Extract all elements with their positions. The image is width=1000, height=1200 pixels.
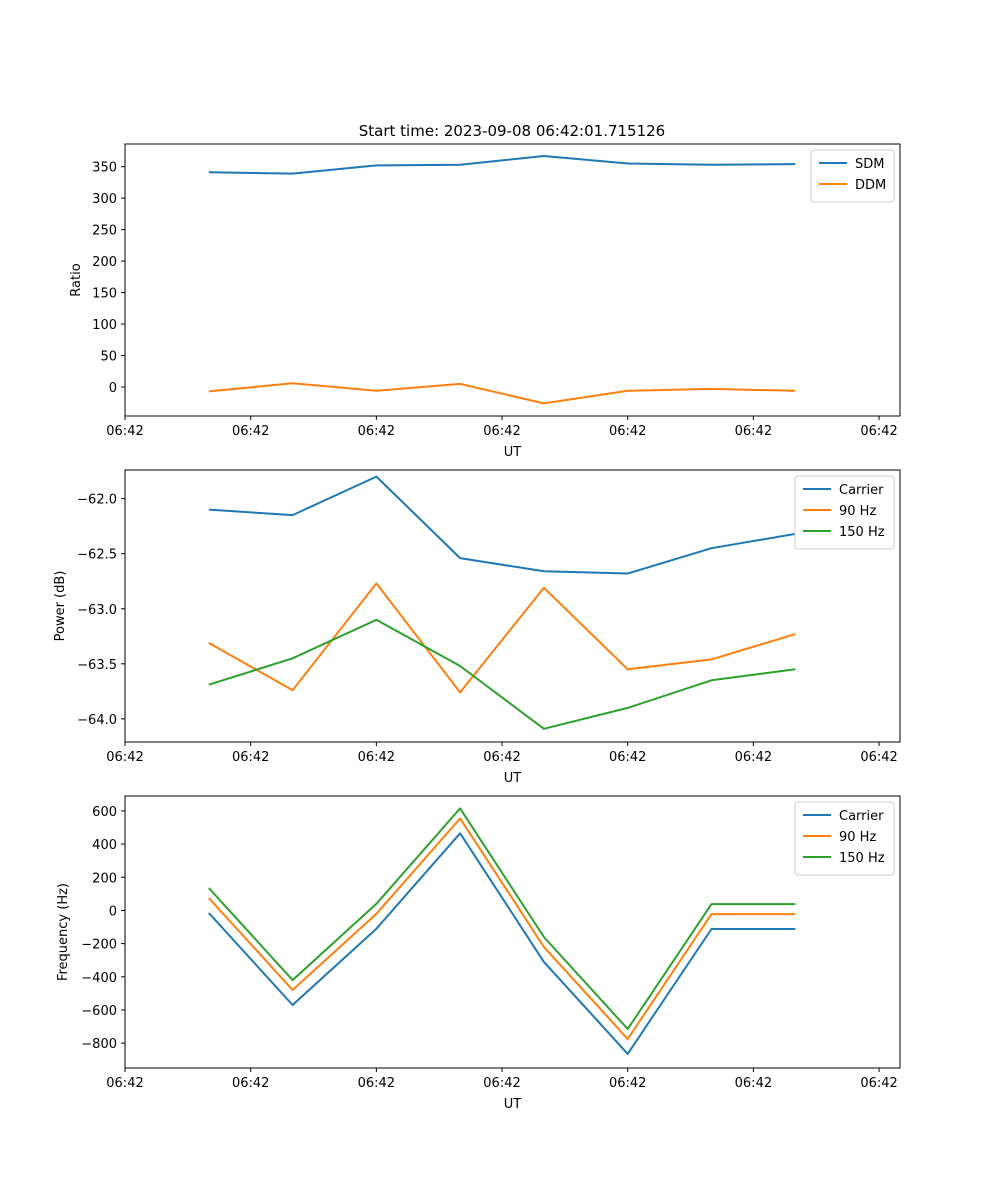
y-tick-label: 150: [92, 287, 117, 302]
x-tick-label: 06:42: [358, 1076, 395, 1091]
y-tick-label: 50: [100, 350, 117, 365]
x-tick-label: 06:42: [735, 1076, 772, 1091]
series-line-carrier: [208, 832, 796, 1055]
series-line-ddm: [208, 382, 796, 405]
axes-frame: [124, 795, 901, 1069]
y-tick-label: 200: [92, 255, 117, 270]
series-line-150-hz: [208, 618, 796, 730]
x-tick-label: 06:42: [483, 750, 520, 765]
series-line-90-hz: [208, 582, 796, 694]
x-tick-label: 06:42: [358, 424, 395, 439]
legend-label: Carrier: [839, 809, 884, 824]
figure-title: Start time: 2023-09-08 06:42:01.715126: [359, 122, 665, 140]
x-tick-label: 06:42: [232, 750, 269, 765]
x-tick-label: 06:42: [860, 424, 897, 439]
x-tick-label: 06:42: [609, 424, 646, 439]
series-line-90-hz: [208, 817, 796, 1040]
y-tick-label: 400: [92, 838, 117, 853]
y-axis-label: Power (dB): [53, 571, 68, 642]
y-tick-label: −600: [81, 1004, 117, 1019]
x-tick-label: 06:42: [609, 1076, 646, 1091]
y-tick-label: 250: [92, 224, 117, 239]
y-tick-label: −62.0: [77, 493, 117, 508]
chart-3: 06:42 06:42 06:42 06:42 06:42 06:42 06:42 −800 −…: [56, 795, 901, 1112]
y-tick-label: −400: [81, 971, 117, 986]
series-line-sdm: [208, 155, 796, 175]
y-tick-label: −63.5: [77, 658, 117, 673]
x-tick-label: 06:42: [609, 750, 646, 765]
chart-1: 06:42 06:42 06:42 06:42 06:42 06:42 06:42 0 50 10…: [69, 143, 901, 460]
legend-label: Carrier: [839, 483, 884, 498]
y-axis-label: Ratio: [69, 263, 84, 296]
x-tick-label: 06:42: [106, 424, 143, 439]
x-tick-label: 06:42: [860, 750, 897, 765]
x-tick-label: 06:42: [232, 424, 269, 439]
x-axis-label: UT: [504, 1097, 522, 1112]
legend-label: DDM: [855, 178, 886, 193]
x-tick-label: 06:42: [860, 1076, 897, 1091]
y-tick-label: −200: [81, 938, 117, 953]
y-tick-label: −62.5: [77, 548, 117, 563]
x-tick-label: 06:42: [358, 750, 395, 765]
legend-label: 150 Hz: [839, 851, 885, 866]
x-tick-label: 06:42: [735, 750, 772, 765]
y-tick-label: 0: [109, 904, 117, 919]
legend-label: 90 Hz: [839, 504, 876, 519]
y-tick-label: 600: [92, 805, 117, 820]
legend-label: 150 Hz: [839, 525, 885, 540]
y-tick-label: 100: [92, 318, 117, 333]
x-tick-label: 06:42: [232, 1076, 269, 1091]
legend-label: SDM: [855, 157, 884, 172]
legend-label: 90 Hz: [839, 830, 876, 845]
series-line-150-hz: [208, 807, 796, 1030]
y-tick-label: −63.0: [77, 603, 117, 618]
x-tick-label: 06:42: [735, 424, 772, 439]
series-line-carrier: [208, 475, 796, 575]
x-tick-label: 06:42: [106, 750, 143, 765]
y-tick-label: 350: [92, 161, 117, 176]
x-tick-label: 06:42: [483, 1076, 520, 1091]
x-tick-label: 06:42: [483, 424, 520, 439]
y-tick-label: −64.0: [77, 713, 117, 728]
axes-frame: [124, 143, 901, 417]
y-tick-label: 200: [92, 871, 117, 886]
x-axis-label: UT: [504, 771, 522, 786]
y-axis-label: Frequency (Hz): [56, 883, 71, 981]
axes-frame: [124, 469, 901, 743]
chart-2: 06:42 06:42 06:42 06:42 06:42 06:42 06:42 −64.0…: [53, 469, 901, 786]
y-tick-label: 0: [109, 381, 117, 396]
y-tick-label: 300: [92, 192, 117, 207]
x-axis-label: UT: [504, 445, 522, 460]
x-tick-label: 06:42: [106, 1076, 143, 1091]
y-tick-label: −800: [81, 1037, 117, 1052]
